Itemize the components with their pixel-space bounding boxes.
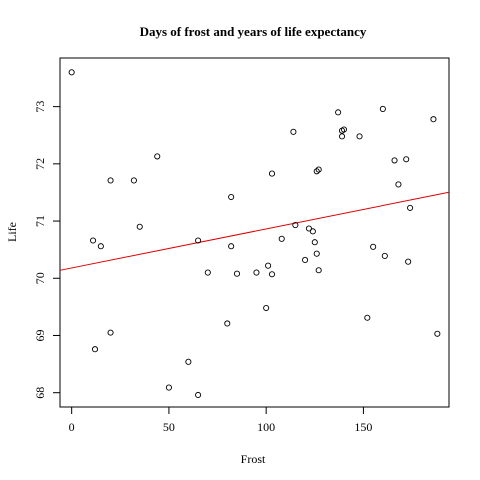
x-axis: 0 50 100 150	[69, 407, 372, 434]
data-point	[195, 237, 202, 244]
y-tick-label: 73	[33, 101, 47, 113]
plot-frame	[59, 57, 450, 408]
y-axis-label: Life	[5, 222, 19, 242]
data-point	[228, 243, 235, 250]
data-point	[204, 269, 211, 276]
data-point	[434, 330, 441, 337]
data-point	[370, 243, 377, 250]
data-point	[340, 126, 348, 133]
data-point	[302, 256, 309, 264]
data-point	[315, 166, 322, 173]
data-point	[379, 105, 386, 112]
plot-area	[59, 69, 450, 399]
data-point	[268, 170, 276, 177]
regression-line	[59, 191, 450, 271]
data-point	[228, 193, 235, 201]
data-point	[165, 384, 172, 391]
y-tick-label: 71	[33, 215, 47, 227]
data-point	[338, 133, 346, 140]
y-tick-label: 69	[33, 329, 47, 341]
chart-title: Days of frost and years of life expectan…	[140, 24, 367, 39]
data-point	[107, 177, 114, 184]
data-point	[305, 225, 313, 232]
data-point	[278, 235, 285, 242]
data-point	[224, 320, 231, 327]
data-point	[263, 304, 270, 312]
data-point	[253, 269, 260, 276]
data-point	[407, 204, 414, 211]
data-point	[185, 358, 192, 365]
y-tick-label: 72	[33, 158, 47, 170]
data-point	[136, 223, 143, 230]
y-axis: 68 69 70 71 72 73	[33, 101, 60, 399]
x-tick-label: 150	[354, 420, 372, 434]
data-point	[233, 270, 241, 277]
data-point	[311, 239, 318, 246]
data-point	[364, 314, 371, 321]
data-point	[395, 181, 402, 188]
data-point	[90, 237, 97, 244]
data-point	[405, 258, 412, 265]
data-point	[91, 346, 99, 353]
x-tick-label: 0	[69, 420, 75, 434]
data-point	[313, 168, 320, 175]
data-point	[268, 271, 276, 278]
x-tick-label: 50	[163, 420, 175, 434]
data-point	[130, 177, 137, 184]
x-tick-label: 100	[257, 420, 275, 434]
data-point	[309, 228, 316, 235]
data-point	[313, 250, 320, 257]
data-point	[265, 262, 272, 269]
data-point	[403, 156, 410, 163]
y-tick-label: 70	[33, 272, 47, 284]
data-point	[292, 222, 299, 229]
data-point	[381, 252, 388, 260]
data-point	[315, 267, 322, 274]
data-point	[430, 116, 437, 123]
data-point	[391, 157, 398, 164]
data-point	[154, 153, 161, 160]
data-point	[107, 329, 114, 336]
data-point	[356, 133, 363, 140]
data-point	[68, 69, 75, 76]
data-point	[195, 391, 202, 399]
x-axis-label: Frost	[241, 452, 266, 466]
y-tick-label: 68	[33, 387, 47, 399]
data-point	[290, 128, 297, 135]
data-point	[335, 109, 342, 116]
data-point	[97, 243, 104, 250]
